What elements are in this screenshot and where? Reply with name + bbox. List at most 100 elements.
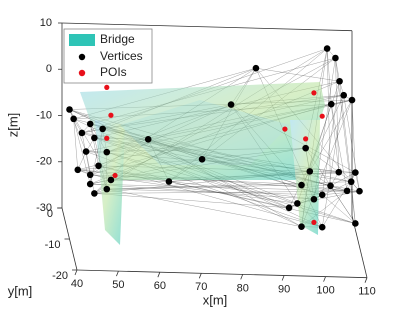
vertex: [227, 101, 235, 108]
vertex: [323, 45, 331, 52]
x-tick-label: 80: [237, 282, 249, 294]
vertex: [347, 178, 355, 186]
edge: [90, 123, 99, 166]
x-tick: [281, 275, 285, 281]
vertex: [165, 178, 173, 185]
legend-marker: [78, 69, 86, 77]
z-tick-label: -10: [36, 109, 52, 121]
x-tick: [364, 277, 368, 283]
z-axis-label: z[m]: [5, 113, 20, 138]
legend: Bridge Vertices POIs: [63, 28, 153, 84]
z-tick-label: -30: [36, 202, 52, 214]
edge: [94, 193, 290, 209]
z-tick-label: 0: [46, 63, 52, 75]
vertex: [99, 125, 106, 133]
x-tick-label: 60: [154, 280, 166, 292]
vertex: [318, 223, 326, 231]
vertex: [336, 77, 343, 85]
vertex: [298, 181, 305, 189]
vertex: [86, 171, 94, 179]
poi: [104, 135, 110, 141]
x-tick: [323, 276, 326, 282]
legend-swatch: [69, 34, 95, 46]
edge: [330, 185, 356, 224]
legend-label: POIs: [100, 65, 127, 79]
vertex: [70, 115, 77, 123]
edge: [255, 68, 340, 82]
vertex: [318, 191, 326, 199]
vertex: [103, 148, 111, 156]
edge: [331, 104, 339, 173]
x-tick: [240, 274, 244, 280]
vertex: [356, 187, 363, 195]
vertex: [82, 148, 90, 155]
x-axis-label: x[m]: [203, 292, 228, 307]
vertex: [352, 169, 359, 176]
x-tick: [116, 270, 119, 277]
y-tick-label: -20: [52, 270, 68, 282]
bridge-pier-right: [290, 120, 320, 235]
x-tick-label: 90: [278, 283, 290, 295]
vertex: [91, 190, 98, 197]
poi: [319, 113, 325, 119]
vertex: [340, 91, 348, 99]
edge: [322, 191, 360, 196]
vertex: [332, 54, 339, 62]
vertex: [86, 120, 94, 128]
y-axis-label: y[m]: [8, 283, 33, 298]
x-tick: [157, 272, 161, 278]
legend-label: Vertices: [100, 49, 143, 63]
edge: [73, 118, 78, 170]
vertex: [252, 64, 260, 72]
poi: [282, 126, 288, 132]
edge: [339, 81, 352, 182]
legend-label: Bridge: [100, 32, 135, 46]
x-tick-label: 110: [358, 286, 376, 298]
y-tick-label: 0: [47, 208, 53, 220]
vertex: [91, 134, 98, 142]
vertex: [335, 168, 343, 176]
vertex: [348, 96, 356, 104]
x-tick-label: 50: [112, 279, 124, 291]
vertex: [298, 223, 305, 230]
vertex: [107, 176, 115, 184]
x-tick-label: 40: [71, 278, 83, 290]
vertex: [144, 136, 152, 143]
vertex: [306, 168, 314, 175]
edge: [106, 188, 323, 196]
edge: [335, 57, 340, 82]
box-edge: [61, 22, 353, 32]
vertex: [198, 155, 206, 163]
edge: [326, 48, 331, 186]
edge: [168, 181, 290, 209]
edge: [322, 194, 356, 224]
vertex: [95, 162, 102, 170]
vertex: [294, 200, 301, 207]
x-tick-label: 100: [316, 285, 334, 297]
poi: [311, 90, 317, 96]
vertex: [86, 180, 94, 188]
x-axis-line: [76, 269, 368, 279]
edge: [106, 188, 302, 227]
bridge-surface: [80, 82, 325, 245]
poi: [104, 84, 110, 90]
vertex: [78, 129, 86, 137]
vertex: [66, 106, 73, 113]
vertex: [285, 204, 293, 212]
poi: [311, 219, 317, 225]
edge: [335, 58, 339, 173]
vertex: [327, 182, 334, 190]
edge: [351, 100, 356, 173]
edge: [331, 99, 353, 105]
x-tick: [198, 273, 202, 279]
poi: [112, 172, 118, 179]
vertex: [352, 220, 359, 227]
edge: [326, 48, 332, 105]
z-tick-label: 10: [40, 17, 52, 29]
vertex: [103, 185, 111, 193]
vertex: [74, 166, 82, 174]
legend-marker: [78, 53, 86, 61]
marks: [66, 45, 363, 231]
poi: [108, 112, 114, 118]
